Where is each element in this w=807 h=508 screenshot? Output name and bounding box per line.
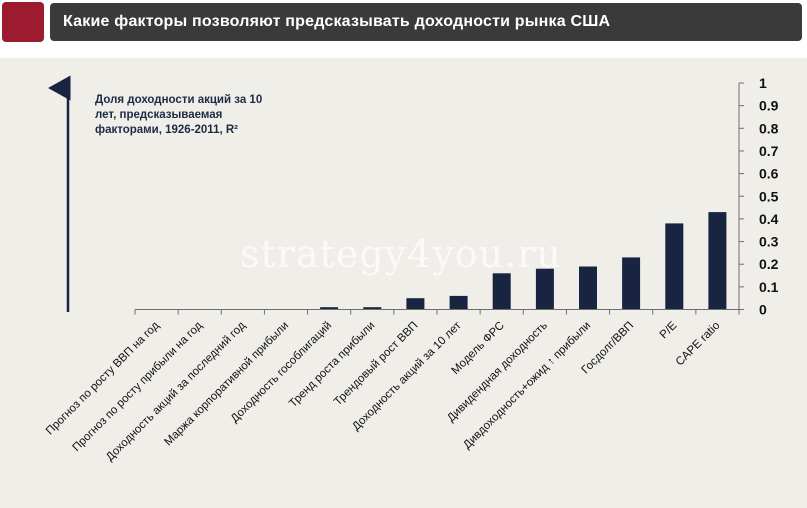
y-tick-label: 0.3	[759, 234, 779, 250]
y-tick-label: 0.9	[759, 98, 779, 114]
bar	[406, 298, 425, 310]
axis-description: Доля доходности акций за 10 лет, предска…	[95, 94, 263, 136]
title-accent-block	[2, 2, 44, 42]
bar	[363, 307, 382, 310]
bar	[449, 295, 468, 310]
bar	[665, 223, 684, 310]
y-tick-label: 0.6	[759, 166, 779, 182]
bar	[492, 273, 511, 310]
y-tick-label: 0.5	[759, 188, 779, 204]
bar	[535, 268, 554, 310]
y-tick-label: 0.1	[759, 279, 779, 295]
bar	[579, 266, 597, 310]
watermark: strategy4you.ru	[240, 232, 562, 276]
bar	[622, 257, 641, 310]
page-title: Какие факторы позволяют предсказывать до…	[50, 3, 802, 41]
y-tick-label: 0	[759, 302, 767, 318]
y-tick-label: 1	[759, 75, 767, 91]
x-tick-label: CAPE ratio	[674, 320, 723, 369]
bar	[708, 212, 727, 310]
y-tick-label: 0.8	[759, 120, 779, 136]
y-tick-label: 0.2	[759, 256, 779, 272]
bar	[320, 307, 339, 310]
y-tick-label: 0.7	[759, 143, 779, 159]
x-tick-label: Тренд роста прибыли	[287, 320, 377, 410]
y-tick-label: 0.4	[759, 211, 779, 227]
x-tick-label: P/E	[658, 319, 680, 341]
x-tick-label: Трендовый рост ВВП	[332, 320, 421, 409]
